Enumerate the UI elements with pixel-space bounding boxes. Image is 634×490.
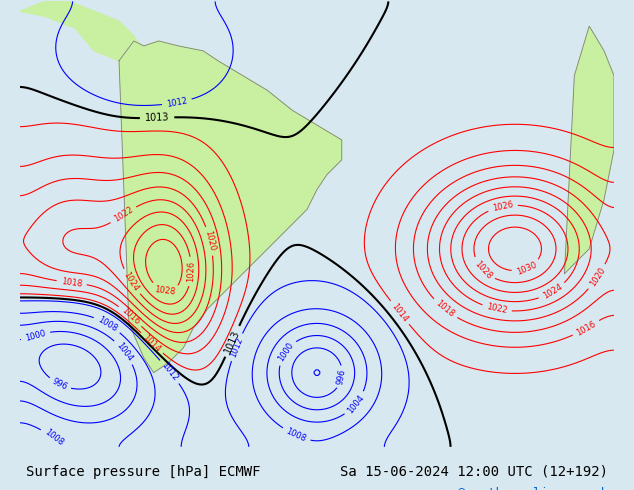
Text: 1004: 1004: [346, 393, 366, 415]
Polygon shape: [70, 11, 144, 61]
Text: 1028: 1028: [472, 259, 493, 281]
Text: 1018: 1018: [61, 277, 83, 289]
Text: 1014: 1014: [390, 302, 410, 324]
Text: 1016: 1016: [119, 306, 141, 327]
Text: 1012: 1012: [228, 336, 245, 359]
Text: 1018: 1018: [434, 299, 456, 319]
Text: 1022: 1022: [112, 205, 134, 224]
Text: 996: 996: [51, 377, 69, 392]
Text: Surface pressure [hPa] ECMWF: Surface pressure [hPa] ECMWF: [26, 465, 261, 479]
Text: 1024: 1024: [122, 270, 141, 293]
Text: 1026: 1026: [491, 200, 514, 213]
Text: 1020: 1020: [204, 230, 217, 252]
Text: ©weatheronline.co.uk: ©weatheronline.co.uk: [458, 487, 608, 490]
Text: 1008: 1008: [42, 427, 65, 447]
Text: 1014: 1014: [141, 333, 162, 354]
Text: 1012: 1012: [160, 361, 180, 383]
Text: 1000: 1000: [276, 341, 295, 363]
Text: 1022: 1022: [486, 302, 508, 316]
Text: 1004: 1004: [115, 341, 134, 363]
Text: 1030: 1030: [515, 260, 538, 277]
Text: 1008: 1008: [285, 427, 307, 444]
Text: 1012: 1012: [166, 96, 188, 109]
Text: Sa 15-06-2024 12:00 UTC (12+192): Sa 15-06-2024 12:00 UTC (12+192): [340, 465, 608, 479]
Polygon shape: [119, 41, 342, 372]
Text: 1026: 1026: [186, 261, 196, 282]
Polygon shape: [20, 1, 104, 31]
Text: 1020: 1020: [588, 266, 607, 288]
Text: 1028: 1028: [154, 286, 176, 297]
Text: 1013: 1013: [145, 112, 169, 123]
Text: 1024: 1024: [541, 282, 564, 301]
Text: 996: 996: [336, 368, 347, 386]
Text: 1008: 1008: [96, 315, 119, 333]
Polygon shape: [564, 26, 614, 273]
Text: 1016: 1016: [575, 319, 598, 337]
Text: 1013: 1013: [223, 328, 242, 355]
Text: 1000: 1000: [24, 329, 47, 343]
